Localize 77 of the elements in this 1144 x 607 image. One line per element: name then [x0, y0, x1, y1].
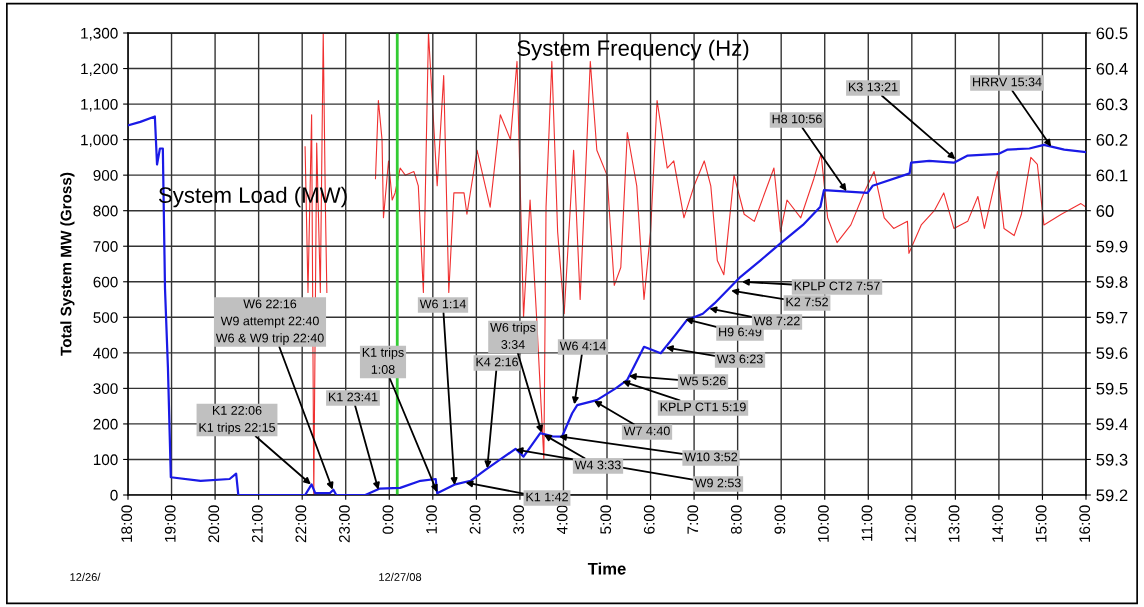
y2-tick-label: 59.5 [1096, 382, 1128, 395]
x-tick-label: 5:00 [600, 505, 612, 534]
annotation: H8 10:56 [772, 114, 822, 124]
x-tick-label: 22:00 [295, 505, 307, 543]
x-tick-label: 6:00 [643, 505, 655, 534]
x-tick-label: 8:00 [730, 505, 742, 534]
x-tick-label: 7:00 [687, 505, 699, 534]
annotation: K2 7:52 [786, 297, 828, 307]
y-tick-label: 0 [110, 489, 118, 501]
annotation: W4 3:33 [574, 460, 621, 470]
y-tick-label: 800 [93, 205, 118, 217]
y2-tick-label: 59.4 [1096, 418, 1128, 431]
annotation: W10 3:52 [684, 452, 738, 462]
y-tick-label: 300 [93, 383, 118, 395]
annotation: KPLP CT2 7:57 [794, 281, 880, 291]
x-tick-label: 15:00 [1035, 505, 1047, 542]
x-tick-label: 16:00 [1079, 505, 1091, 542]
annotation: K4 2:16 [476, 357, 518, 367]
annotation: HRRV 15:34 [973, 77, 1042, 87]
y2-tick-label: 60.2 [1096, 134, 1128, 146]
y2-tick-label: 60.4 [1096, 62, 1128, 75]
y2-tick-label: 59.8 [1096, 276, 1128, 288]
annotation: W9 2:53 [694, 478, 741, 488]
annotation: W7 4:40 [623, 426, 670, 436]
y2-tick-label: 60.1 [1096, 169, 1128, 182]
annotation: W6 22:16 W9 attempt 22:40 W6 & W9 trip 22:40 [215, 299, 324, 345]
annotation: W6 1:14 [419, 299, 466, 309]
y-tick-label: 900 [93, 170, 118, 181]
x-tick-label: 19:00 [164, 505, 176, 542]
y-tick-label: 700 [93, 241, 118, 252]
annotation: K1 23:41 [329, 392, 378, 402]
y2-tick-label: 60.3 [1096, 98, 1128, 111]
x-tick-label: 2:00 [469, 505, 481, 534]
x-tick-label: 18:00 [121, 505, 133, 542]
x-tick-label: 14:00 [992, 505, 1004, 542]
x-tick-label: 9:00 [774, 505, 786, 534]
y-tick-label: 600 [93, 276, 118, 288]
x-tick-label: 23:00 [339, 505, 350, 543]
x-tick-label: 0:00 [382, 505, 394, 534]
x-tick-label: 10:00 [818, 505, 829, 542]
y2-tick-label: 59.7 [1096, 311, 1128, 324]
annotation: K1 trips 1:08 [362, 347, 404, 374]
x-tick-label: 21:00 [251, 505, 263, 543]
y-tick-label: 100 [93, 454, 118, 466]
x-tick-label: 12:00 [905, 505, 916, 542]
y-tick-label: 200 [93, 418, 118, 430]
annotation: W3 6:23 [716, 354, 763, 364]
y-axis-title: Total System MW (Gross) [60, 172, 75, 356]
text: 12/27/08 [379, 572, 422, 581]
x-tick-label: 20:00 [208, 505, 220, 543]
y-tick-label: 400 [93, 347, 118, 359]
y-tick-label: 1,000 [81, 134, 118, 148]
annotation: W8 7:22 [753, 316, 800, 326]
y-tick-label: 1,200 [81, 63, 118, 77]
x-tick-label: 4:00 [556, 505, 568, 535]
y-tick-label: 500 [93, 312, 118, 323]
annotation: W6 4:14 [559, 341, 606, 351]
text: 12/26/ [70, 572, 101, 581]
y-tick-label: 1,100 [81, 98, 118, 112]
x-tick-label: 11:00 [861, 505, 873, 541]
annotation: K1 22:06 K1 trips 22:15 [199, 405, 276, 435]
annotation: W5 5:26 [679, 376, 726, 386]
y-tick-label: 1,300 [81, 27, 118, 41]
x-tick-label: 1:00 [426, 505, 437, 534]
annotation: K3 13:21 [849, 82, 898, 92]
x-tick-label: 3:00 [513, 505, 525, 534]
annotation: KPLP CT1 5:19 [660, 402, 746, 412]
y2-tick-label: 59.3 [1096, 453, 1128, 466]
annotation: W6 trips 3:34 [490, 322, 536, 349]
y2-tick-label: 59.2 [1096, 489, 1128, 502]
x-tick-label: 13:00 [948, 505, 960, 542]
y2-tick-label: 59.6 [1096, 347, 1128, 360]
y2-tick-label: 60 [1096, 205, 1114, 217]
y2-tick-label: 60.5 [1096, 27, 1128, 40]
annotation: K1 1:42 [526, 492, 568, 502]
y2-tick-label: 59.9 [1096, 240, 1128, 253]
x-axis-title: Time [587, 562, 626, 575]
